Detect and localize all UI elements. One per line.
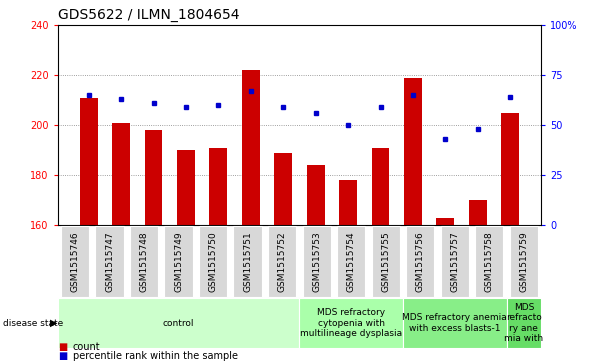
Text: MDS refractory
cytopenia with
multilineage dysplasia: MDS refractory cytopenia with multilinea… [300,308,402,338]
Text: MDS
refracto
ry ane
mia with: MDS refracto ry ane mia with [504,303,544,343]
Bar [406,226,435,297]
Text: ■: ■ [58,351,67,361]
Bar [307,165,325,225]
Bar [303,226,331,297]
Text: disease state: disease state [3,319,63,327]
Bar [403,298,506,348]
Bar [299,298,403,348]
Bar [112,123,130,225]
Bar [58,298,299,348]
Bar [209,148,227,225]
Text: GSM1515754: GSM1515754 [347,231,356,292]
Text: GSM1515751: GSM1515751 [243,231,252,292]
Bar [145,130,162,225]
Text: GSM1515752: GSM1515752 [278,231,287,292]
Bar [233,226,262,297]
Bar [199,226,227,297]
Bar [95,226,123,297]
Bar [506,298,541,348]
Text: GSM1515759: GSM1515759 [519,231,528,292]
Bar [177,150,195,225]
Text: GSM1515748: GSM1515748 [140,231,148,292]
Bar [80,98,97,225]
Bar [274,153,292,225]
Text: control: control [163,319,195,327]
Text: GSM1515755: GSM1515755 [381,231,390,292]
Text: GSM1515753: GSM1515753 [312,231,321,292]
Bar [130,226,158,297]
Text: GSM1515756: GSM1515756 [416,231,425,292]
Bar [441,226,469,297]
Text: GSM1515750: GSM1515750 [209,231,218,292]
Text: GSM1515758: GSM1515758 [485,231,494,292]
Bar [164,226,193,297]
Bar [61,226,89,297]
Text: count: count [73,342,100,352]
Text: GSM1515747: GSM1515747 [105,231,114,292]
Text: percentile rank within the sample: percentile rank within the sample [73,351,238,361]
Bar [242,70,260,225]
Text: GSM1515746: GSM1515746 [71,231,80,292]
Bar [475,226,503,297]
Bar [404,78,422,225]
Bar [371,226,400,297]
Text: ■: ■ [58,342,67,352]
Bar [502,113,519,225]
Bar [339,180,357,225]
Text: GSM1515749: GSM1515749 [174,231,183,292]
Bar [510,226,538,297]
Text: MDS refractory anemia
with excess blasts-1: MDS refractory anemia with excess blasts… [402,313,507,333]
Bar [437,217,454,225]
Text: ▶: ▶ [50,318,58,328]
Text: GDS5622 / ILMN_1804654: GDS5622 / ILMN_1804654 [58,8,240,23]
Bar [469,200,487,225]
Text: GSM1515757: GSM1515757 [451,231,459,292]
Bar [268,226,296,297]
Bar [337,226,365,297]
Bar [371,148,390,225]
